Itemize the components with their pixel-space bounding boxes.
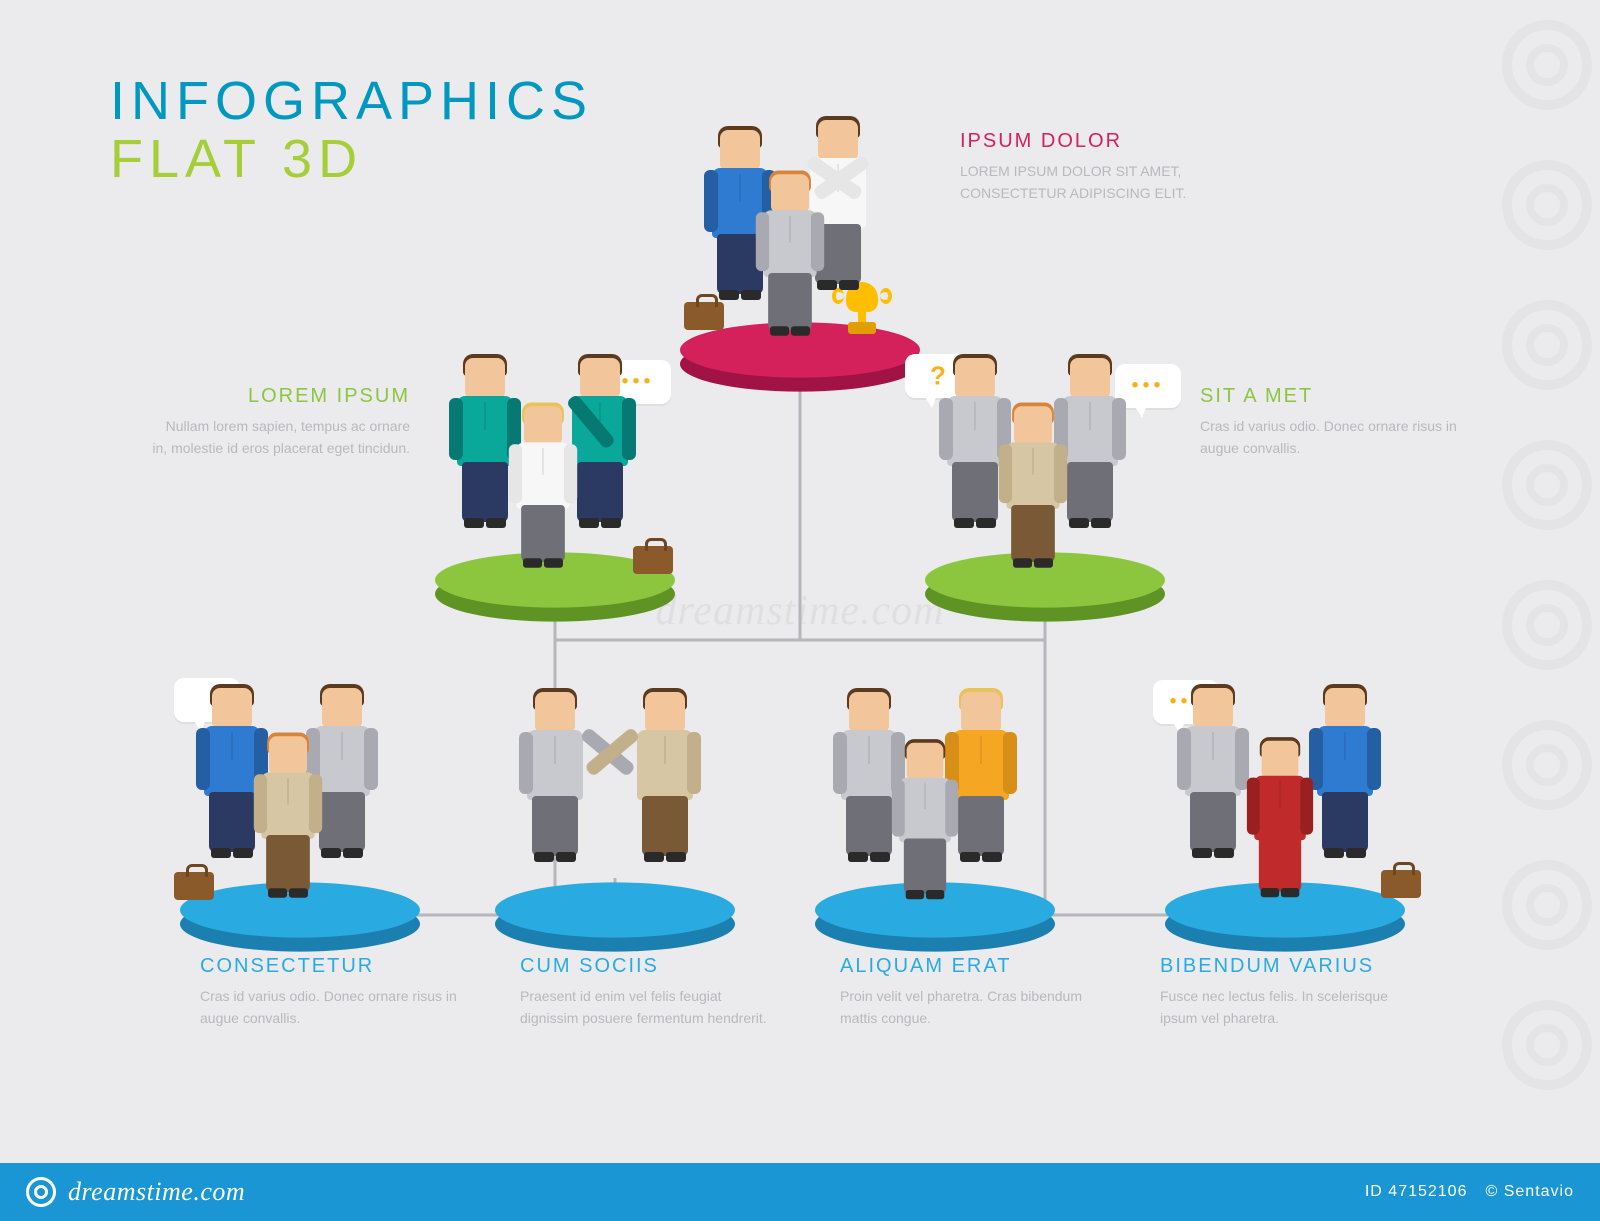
person-icon — [897, 743, 952, 899]
person-icon — [1183, 688, 1243, 858]
person-icon — [635, 692, 695, 862]
label-desc: LOREM IPSUM DOLOR SIT AMET, CONSECTETUR … — [960, 161, 1220, 204]
label-desc: Cras id varius odio. Donec ornare risus … — [200, 986, 460, 1029]
trophy-icon — [840, 282, 884, 338]
person-icon — [1005, 406, 1062, 568]
person-icon — [945, 358, 1005, 528]
label-desc: Proin velit vel pharetra. Cras bibendum … — [840, 986, 1100, 1029]
title-line1: INFOGRAPHICS — [110, 70, 593, 132]
label-desc: Cras id varius odio. Donec ornare risus … — [1200, 416, 1460, 459]
footer-id: ID 47152106 — [1365, 1183, 1468, 1201]
node-bottom-3 — [815, 750, 1055, 990]
person-icon — [570, 358, 630, 528]
node-bottom-4: ••• — [1165, 750, 1405, 990]
person-icon — [951, 692, 1011, 862]
node-mid-left: ••• — [435, 420, 675, 660]
dreamstime-logo-icon — [26, 1177, 56, 1207]
footer-author: © Sentavio — [1485, 1183, 1574, 1201]
person-icon — [762, 174, 819, 336]
briefcase-icon — [174, 872, 214, 900]
person-icon — [312, 688, 372, 858]
node-bottom-1 — [180, 750, 420, 990]
label-title: LOREM IPSUM — [150, 385, 410, 408]
stock-footer: dreamstime.com ID 47152106 © Sentavio — [0, 1163, 1600, 1221]
footer-brand: dreamstime.com — [68, 1177, 245, 1207]
label-bottom-2: CUM SOCIIS Praesent id enim vel felis fe… — [520, 955, 780, 1029]
person-icon — [515, 406, 572, 568]
briefcase-icon — [633, 546, 673, 574]
label-bottom-3: ALIQUAM ERAT Proin velit vel pharetra. C… — [840, 955, 1100, 1029]
label-title: BIBENDUM VARIUS — [1160, 955, 1420, 978]
label-title: IPSUM DOLOR — [960, 130, 1220, 153]
label-title: ALIQUAM ERAT — [840, 955, 1100, 978]
person-icon — [1315, 688, 1375, 858]
person-icon — [202, 688, 262, 858]
label-bottom-1: CONSECTETUR Cras id varius odio. Donec o… — [200, 955, 460, 1029]
person-icon — [839, 692, 899, 862]
person-icon — [525, 692, 585, 862]
label-title: SIT A MET — [1200, 385, 1460, 408]
watermark-swirls — [1490, 0, 1600, 1160]
node-mid-right: ? ••• — [925, 420, 1165, 660]
label-title: CUM SOCIIS — [520, 955, 780, 978]
label-desc: Praesent id enim vel felis feugiat digni… — [520, 986, 780, 1029]
label-mid-right: SIT A MET Cras id varius odio. Donec orn… — [1200, 385, 1460, 459]
person-icon — [1252, 741, 1307, 897]
label-title: CONSECTETUR — [200, 955, 460, 978]
person-icon — [455, 358, 515, 528]
briefcase-icon — [1381, 870, 1421, 898]
label-desc: Nullam lorem sapien, tempus ac ornare in… — [150, 416, 410, 459]
node-top — [680, 190, 920, 430]
label-desc: Fusce nec lectus felis. In scelerisque i… — [1160, 986, 1420, 1029]
label-top: IPSUM DOLOR LOREM IPSUM DOLOR SIT AMET, … — [960, 130, 1220, 204]
label-bottom-4: BIBENDUM VARIUS Fusce nec lectus felis. … — [1160, 955, 1420, 1029]
page-title: INFOGRAPHICS FLAT 3D — [110, 70, 593, 190]
briefcase-icon — [684, 302, 724, 330]
person-icon — [1060, 358, 1120, 528]
node-bottom-2 — [495, 750, 735, 990]
watermark-center: dreamstime.com — [656, 587, 945, 635]
title-line2: FLAT 3D — [110, 128, 593, 190]
person-icon — [260, 736, 317, 898]
label-mid-left: LOREM IPSUM Nullam lorem sapien, tempus … — [150, 385, 410, 459]
